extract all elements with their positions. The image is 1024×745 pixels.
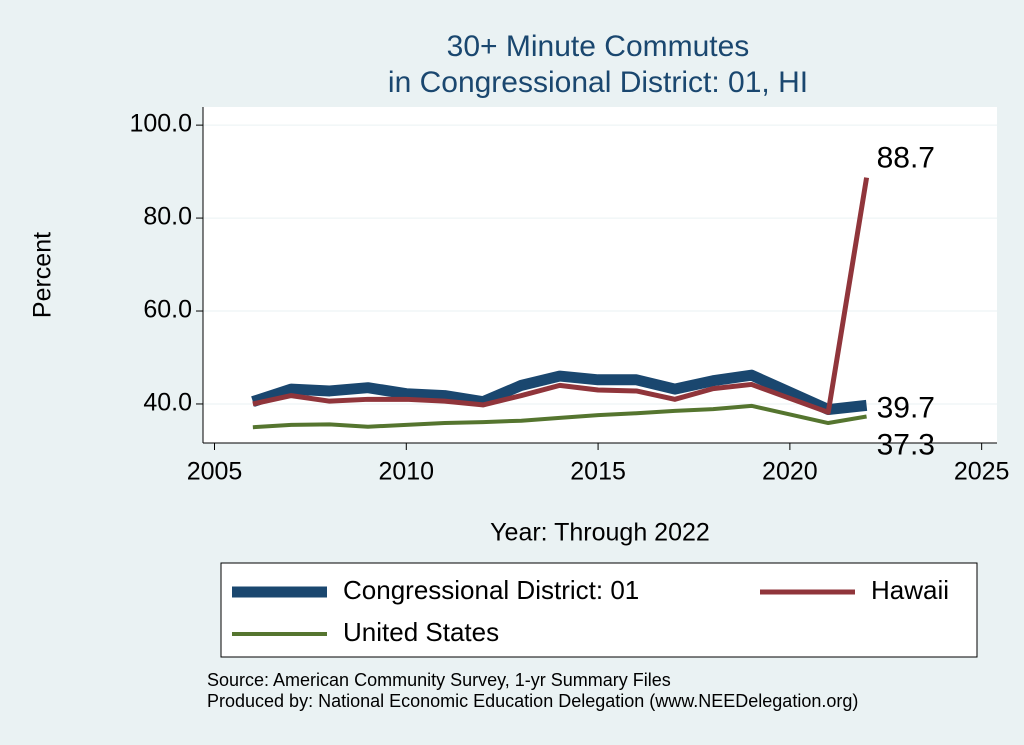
y-tick-label: 100.0: [129, 110, 192, 138]
y-tick-label: 40.0: [143, 389, 192, 417]
x-tick-label: 2025: [954, 458, 1010, 486]
note: Produced by: National Economic Education…: [207, 691, 858, 711]
x-axis-label: Year: Through 2022: [490, 519, 710, 547]
legend: [220, 562, 978, 658]
legend-label: United States: [343, 617, 499, 647]
y-axis-label: Percent: [29, 232, 57, 318]
legend-label: Congressional District: 01: [343, 575, 639, 605]
value-label: 39.7: [877, 391, 935, 424]
x-tick-label: 2020: [762, 458, 818, 486]
note: Source: American Community Survey, 1-yr …: [207, 670, 671, 690]
value-label: 37.3: [877, 428, 935, 461]
y-tick-label: 60.0: [143, 296, 192, 324]
x-tick-label: 2005: [187, 458, 243, 486]
series-line: [251, 369, 868, 416]
series-line: [252, 403, 867, 430]
marks: [251, 177, 870, 430]
x-tick-label: 2015: [570, 458, 626, 486]
series-line: [252, 177, 870, 415]
chart-title: in Congressional District: 01, HI: [388, 66, 808, 99]
y-tick-label: 80.0: [143, 203, 192, 231]
value-label: 88.7: [877, 142, 935, 175]
legend-label: Hawaii: [871, 575, 949, 605]
x-tick-label: 2010: [378, 458, 434, 486]
chart-title: 30+ Minute Commutes: [447, 30, 750, 63]
